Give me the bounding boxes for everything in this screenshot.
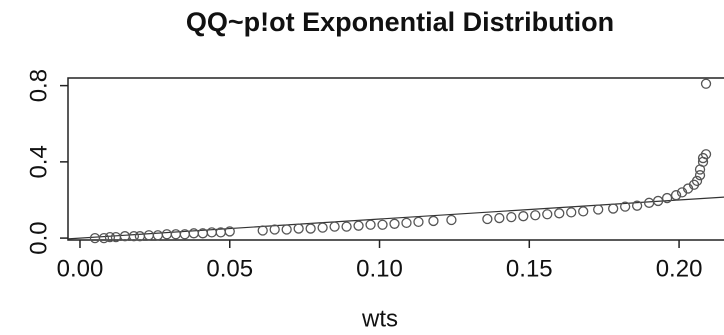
point <box>152 230 164 241</box>
point <box>89 232 101 244</box>
point <box>482 213 493 225</box>
point <box>566 207 577 218</box>
chart-title: QQ~p!ot Exponential Distribution <box>186 7 614 37</box>
point <box>161 229 172 240</box>
point <box>700 149 712 160</box>
point <box>530 210 541 221</box>
point <box>365 219 376 230</box>
x-tick-label: 0.20 <box>656 255 703 282</box>
point <box>620 201 631 212</box>
x-tick-label: 0.00 <box>57 255 104 282</box>
point <box>670 190 682 201</box>
point <box>329 221 340 232</box>
point <box>518 211 529 222</box>
point <box>643 197 655 208</box>
x-tick-label: 0.15 <box>506 255 553 282</box>
point <box>506 211 517 223</box>
reference-line <box>67 196 724 240</box>
point <box>293 223 304 234</box>
point <box>257 225 268 236</box>
point <box>377 219 388 230</box>
point <box>661 192 673 204</box>
point <box>652 195 664 207</box>
point <box>269 224 280 235</box>
point <box>428 215 439 227</box>
point <box>104 231 116 243</box>
point <box>401 217 412 228</box>
point <box>554 208 565 219</box>
point <box>281 224 292 235</box>
point <box>341 221 352 232</box>
point <box>542 209 553 220</box>
point <box>593 204 604 215</box>
point <box>305 223 316 234</box>
x-axis-label: wts <box>361 305 398 332</box>
point <box>631 200 643 211</box>
point <box>317 222 328 233</box>
point <box>578 206 589 217</box>
plot-frame <box>67 77 724 241</box>
y-tick-label: 0.4 <box>25 145 52 178</box>
x-tick-label: 0.10 <box>356 255 403 282</box>
y-tick-label: 0.0 <box>25 221 52 254</box>
point <box>98 232 110 244</box>
point <box>353 220 364 231</box>
point <box>128 231 140 242</box>
point <box>608 203 619 214</box>
x-tick-label: 0.05 <box>206 255 253 282</box>
point <box>389 218 400 229</box>
point <box>700 78 712 89</box>
point <box>446 214 457 226</box>
point <box>170 229 181 240</box>
point <box>188 228 199 239</box>
point <box>224 226 235 237</box>
point <box>691 175 703 187</box>
point <box>494 212 505 224</box>
point <box>143 230 155 241</box>
point <box>413 216 424 228</box>
y-tick-label: 0.8 <box>25 69 52 102</box>
point <box>694 170 706 181</box>
